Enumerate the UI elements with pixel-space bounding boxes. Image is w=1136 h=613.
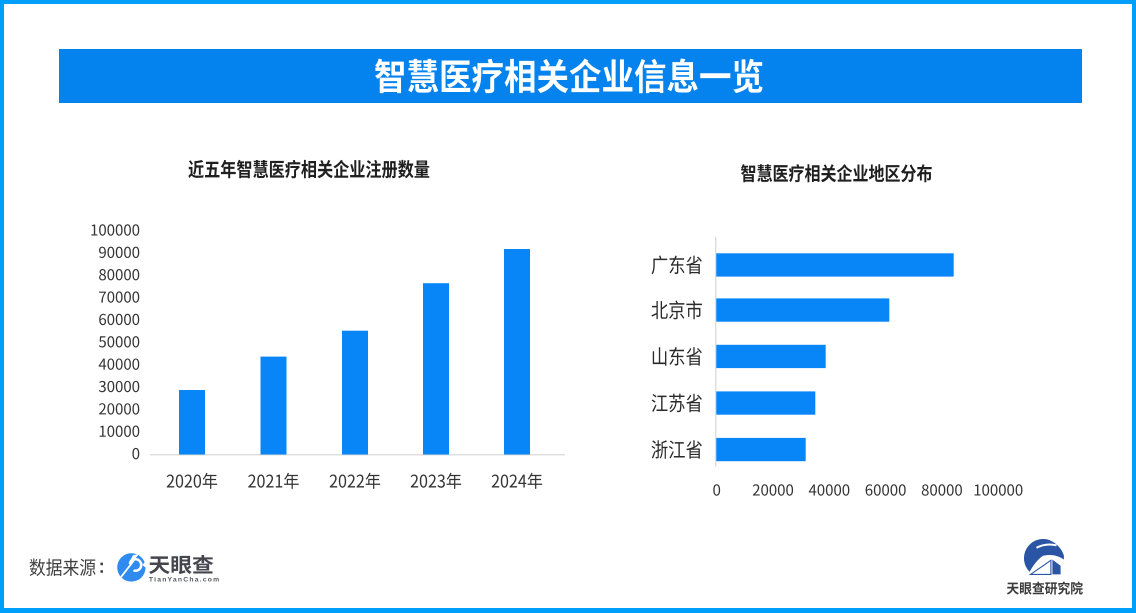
- svg-text:TianYanCha.com: TianYanCha.com: [149, 576, 220, 583]
